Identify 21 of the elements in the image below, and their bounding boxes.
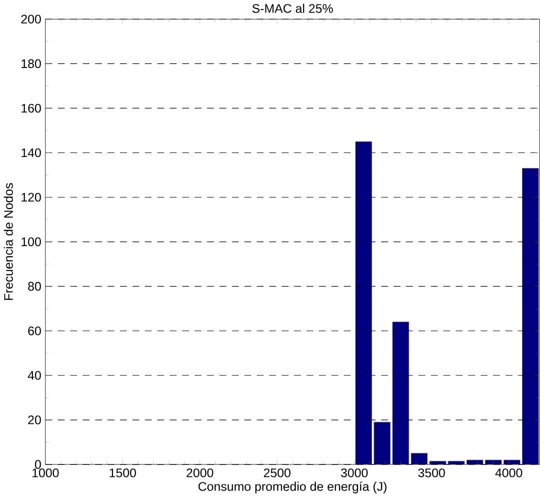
y-tick-label: 20 — [28, 415, 41, 424]
y-tick-label: 80 — [28, 282, 41, 291]
y-tick-label: 160 — [22, 104, 41, 113]
y-tick-label: 200 — [21, 14, 41, 24]
y-tick-label: 120 — [22, 192, 41, 202]
x-tick-label: 3000 — [341, 468, 368, 478]
x-tick-label: 3500 — [418, 468, 445, 478]
y-tick-label: 60 — [28, 326, 41, 336]
x-axis-title: Consumo promedio de energía (J) — [198, 482, 386, 494]
chart-title: S-MAC al 25% — [252, 4, 333, 13]
y-axis-title: Frecuencia de Nodos — [4, 183, 13, 300]
x-tick-label: 1000 — [32, 468, 59, 478]
y-tick-label: 140 — [22, 148, 41, 158]
y-tick-label: 100 — [22, 237, 41, 246]
x-tick-label: 1500 — [110, 468, 136, 478]
x-tick-label: 2500 — [264, 468, 290, 478]
x-tick-label: 2000 — [186, 468, 214, 478]
y-tick-label: 0 — [34, 460, 41, 469]
y-tick-label: 180 — [22, 59, 41, 68]
x-tick-label: 4000 — [495, 468, 522, 478]
y-tick-label: 40 — [28, 370, 41, 380]
